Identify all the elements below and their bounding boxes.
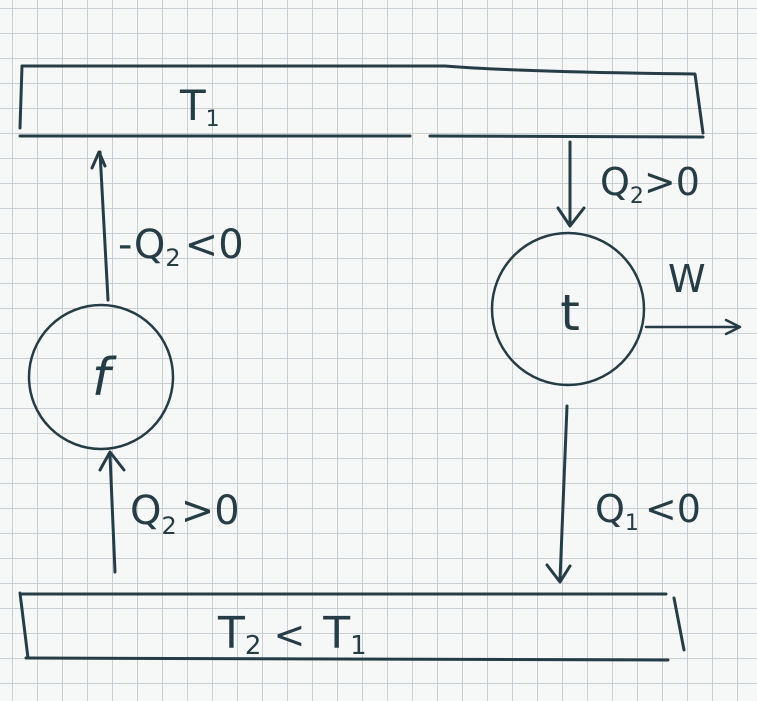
work-label: W [668,257,706,301]
fridge-bottom-heat-label: Q2 >0 [130,488,240,540]
work-arrow [644,318,742,336]
hot-to-engine-arrowhead [556,206,586,228]
engine-to-cold-shaft [558,404,569,582]
work-arrow-arrowhead [724,318,742,336]
fridge-to-hot-arrow [90,150,110,302]
bottom-reservoir-left-edge [18,591,30,660]
bottom-reservoir-right-edge [672,596,686,652]
engine-to-cold-arrowhead [545,563,572,584]
refrigerator: f [27,303,175,451]
engine-to-cold-arrow [545,404,572,584]
engine-in-heat-label: Q2>0 [600,160,700,209]
top-reservoir: T1 [18,64,705,139]
bottom-reservoir: T2 < T1 [18,591,686,662]
top-reservoir-left-edge [18,64,24,130]
heat-engine: t [490,231,646,387]
cold-to-fridge-arrowhead [98,450,126,472]
engine-circle [490,231,646,387]
refrigerator-circle [27,303,175,451]
top-reservoir-lower-edge [18,134,705,139]
fridge-to-hot-shaft [98,150,110,302]
top-reservoir-upper-edge [20,64,705,135]
hot-to-engine-arrow [556,140,586,228]
top-reservoir-label: T1 [179,81,220,132]
engine-out-heat-label: Q1 <0 [595,487,701,536]
cold-to-fridge-arrow [98,450,126,574]
bottom-reservoir-lower-edge [24,656,670,662]
cold-to-fridge-shaft [108,453,117,574]
fridge-to-hot-arrowhead [90,150,107,170]
bottom-reservoir-label: T2 < T1 [217,608,367,661]
refrigerator-symbol: f [92,348,117,408]
fridge-top-heat-label: -Q2 <0 [118,222,244,272]
engine-symbol: t [560,284,580,342]
